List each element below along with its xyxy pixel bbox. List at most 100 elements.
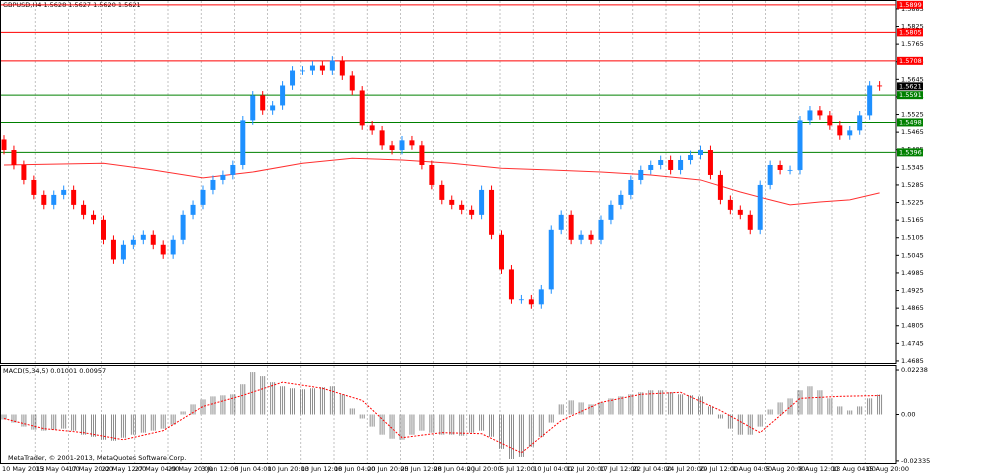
candle-body — [469, 209, 475, 215]
level-tag — [897, 91, 923, 100]
y-tick-label: 1.4805 — [901, 322, 924, 330]
candle-body — [508, 269, 514, 300]
candle-body — [707, 150, 713, 175]
signal-line — [3, 381, 880, 454]
candle-body — [71, 189, 77, 205]
y-tick-label: 1.4685 — [901, 357, 924, 365]
x-tick-label: 13 Aug 04:00 — [832, 465, 876, 473]
candle-body — [61, 189, 67, 195]
main-frame — [0, 0, 897, 364]
x-tick-label: 17 Jul 12:00 — [600, 465, 639, 473]
candle-body — [389, 145, 395, 151]
level-label: 1.5708 — [899, 57, 922, 65]
y-tick-label: 1.4985 — [901, 269, 924, 277]
y-tick-label: 1.5105 — [901, 234, 924, 242]
candle-body — [618, 194, 624, 205]
candle-body — [339, 60, 345, 76]
candle-body — [160, 244, 166, 255]
candle-body — [260, 95, 266, 111]
y-tick-label: 1.4745 — [901, 339, 924, 347]
candle-body — [409, 140, 415, 146]
candle-body — [598, 219, 604, 240]
x-tick-label: 8 Aug 12:00 — [799, 465, 839, 473]
candle-body — [21, 164, 27, 180]
candle-body — [717, 174, 723, 200]
candle-body — [419, 145, 425, 165]
candle-body — [548, 229, 554, 290]
x-tick-label: 22 May 12:00 — [102, 465, 147, 473]
candle-body — [837, 125, 843, 136]
candle-body — [270, 105, 276, 111]
candle-body — [489, 189, 495, 235]
candle-body — [140, 234, 146, 240]
candle-body — [558, 214, 564, 230]
candle-body — [608, 204, 614, 220]
candle-body — [777, 164, 783, 170]
y-tick-label: 1.5465 — [901, 128, 924, 136]
candle-body — [658, 159, 664, 165]
candle-body — [240, 120, 246, 165]
y-tick-label: 1.5885 — [901, 5, 924, 13]
y-tick-label: 1.5045 — [901, 251, 924, 259]
y-tick-label: 1.5225 — [901, 199, 924, 207]
candle-body — [518, 299, 524, 301]
candle-body — [668, 159, 674, 170]
candle-body — [499, 234, 504, 270]
candle-body — [220, 174, 226, 180]
candle-body — [41, 194, 47, 205]
x-tick-label: 3 Jun 12:00 — [201, 465, 238, 473]
x-tick-label: 22 Jul 04:00 — [633, 465, 672, 473]
candle-body — [578, 234, 584, 240]
candle-body — [767, 164, 773, 185]
candle-body — [180, 214, 186, 240]
candle-body — [309, 65, 315, 71]
candle-body — [439, 184, 445, 200]
candle-body — [449, 199, 455, 205]
level-tag — [897, 28, 923, 37]
candle-body — [648, 164, 654, 170]
candle-body — [150, 234, 156, 245]
candle-body — [190, 204, 196, 215]
candle-body — [737, 209, 743, 215]
candle-body — [698, 150, 703, 156]
candle-body — [538, 289, 544, 305]
x-tick-label: 15 May 04:00 — [35, 465, 80, 473]
x-tick-label: 29 Jul 12:00 — [699, 465, 738, 473]
x-tick-label: 1 Aug 04:00 — [732, 465, 772, 473]
y-tick-label: 1.5525 — [901, 111, 924, 119]
candle-body — [847, 130, 853, 136]
candle-body — [170, 239, 176, 255]
candle-body — [101, 219, 106, 240]
y-tick-label: 1.5285 — [901, 181, 924, 189]
candle-body — [459, 204, 465, 210]
candle-body — [130, 239, 136, 245]
level-tag — [897, 56, 923, 65]
candle-body — [31, 179, 37, 195]
candle-body — [479, 189, 485, 215]
candle-body — [787, 169, 793, 171]
y-tick-label: 1.4925 — [901, 287, 924, 295]
candle-body — [51, 194, 57, 205]
candle-body — [807, 110, 813, 121]
x-tick-label: 5 Jul 12:00 — [500, 465, 535, 473]
x-tick-label: 20 Jun 20:00 — [367, 465, 408, 473]
level-label: 1.5805 — [899, 28, 922, 36]
candle-body — [678, 159, 684, 170]
x-tick-label: 17 May 20:00 — [68, 465, 113, 473]
candle-body — [210, 179, 216, 190]
candle-body — [877, 85, 883, 87]
y-tick-label: -0.02335 — [901, 457, 930, 465]
candle-body — [81, 204, 87, 215]
y-tick-label: 0.00 — [901, 411, 915, 419]
level-label: 1.5591 — [899, 91, 922, 99]
candle-body — [91, 214, 97, 220]
level-label: 1.5396 — [899, 148, 922, 156]
candle-body — [528, 299, 534, 305]
candle-body — [250, 95, 256, 121]
x-tick-label: 6 Jun 04:00 — [234, 465, 271, 473]
x-tick-label: 15 Aug 20:00 — [865, 465, 909, 473]
candle-body — [797, 120, 803, 170]
x-tick-label: 18 Jun 04:00 — [334, 465, 375, 473]
candle-body — [638, 169, 644, 180]
